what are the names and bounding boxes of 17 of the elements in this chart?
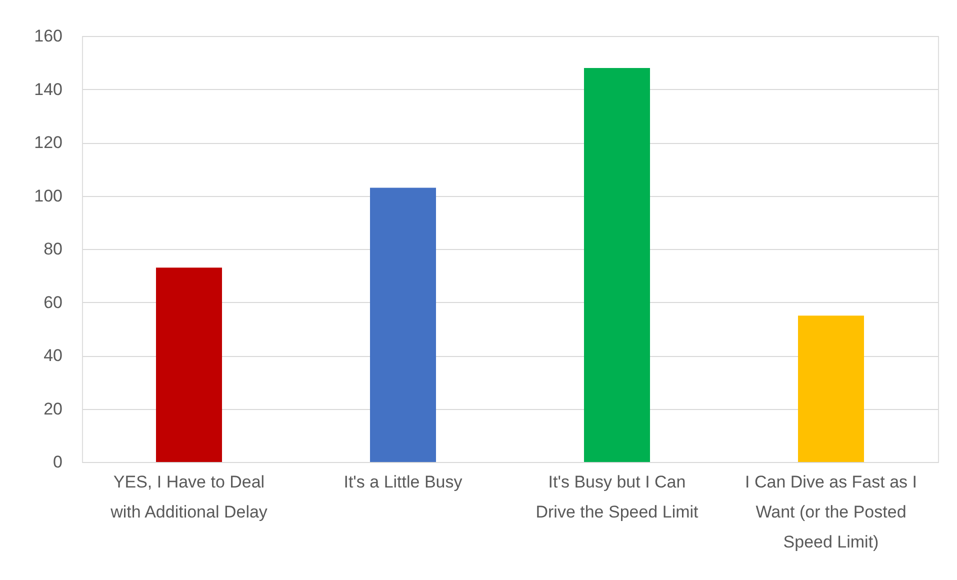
y-tick-label: 140 — [34, 80, 62, 99]
x-tick-label: It's a Little Busy — [344, 472, 463, 492]
bar — [156, 268, 222, 462]
bar — [584, 68, 650, 462]
x-tick-label: It's Busy but I Can Drive the Speed Limit — [536, 472, 699, 522]
y-tick-label: 80 — [44, 240, 62, 258]
y-tick-label: 160 — [34, 26, 62, 46]
x-tick-label: I Can Dive as Fast as I Want (or the Posted Speed Limit) — [745, 472, 917, 552]
y-tick-label: 120 — [34, 133, 62, 152]
y-tick-label: 60 — [44, 292, 62, 312]
bar — [370, 188, 436, 462]
y-tick-label: 100 — [34, 186, 62, 206]
bar — [798, 316, 864, 462]
y-tick-label: 40 — [44, 346, 62, 365]
x-tick-label: YES, I Have to Deal with Additional Delay — [110, 472, 268, 522]
y-tick-label: 0 — [53, 452, 62, 472]
y-tick-label: 20 — [44, 399, 62, 418]
